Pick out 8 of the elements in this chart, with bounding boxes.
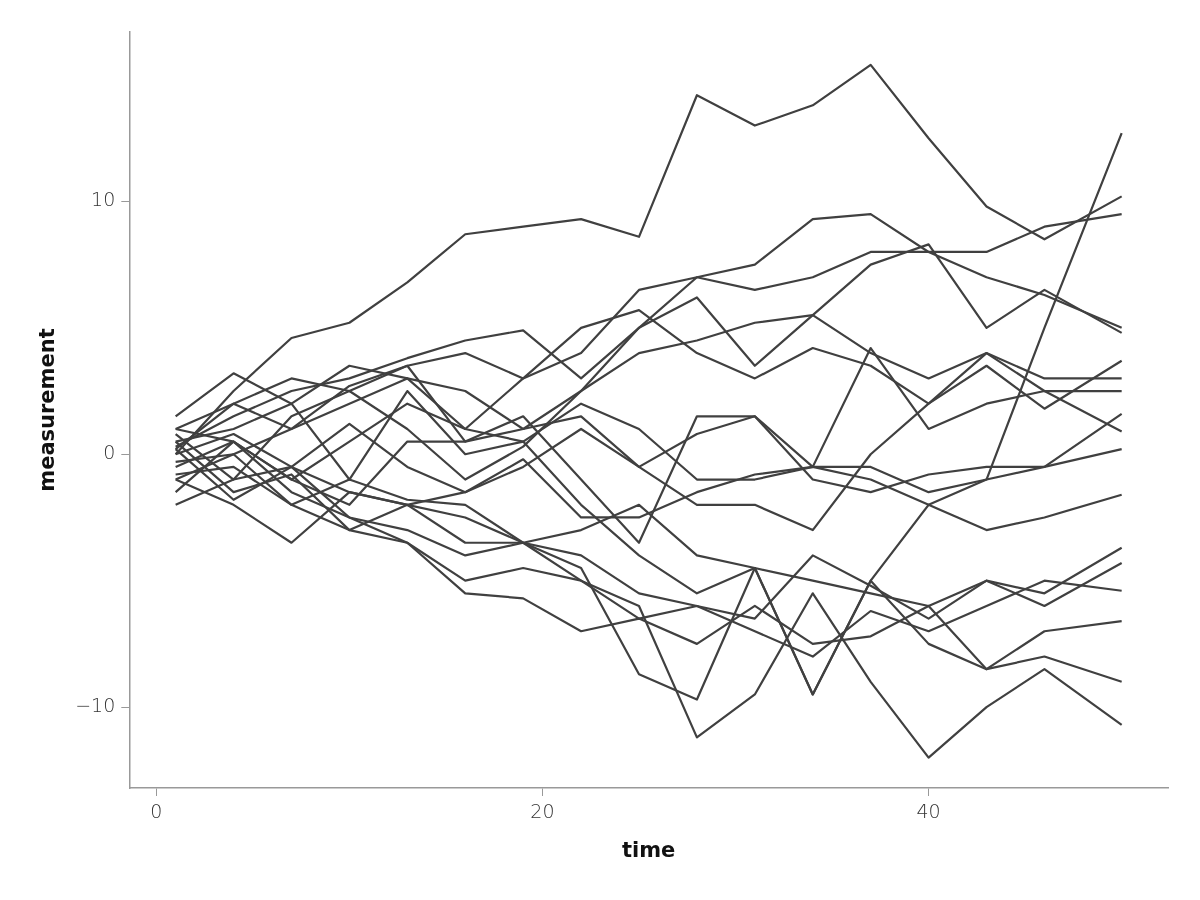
y-tick-label: 10 <box>91 188 116 211</box>
x-tick-label: 0 <box>150 800 163 823</box>
x-axis-title: time <box>621 837 676 862</box>
y-tick-label: −10 <box>75 694 116 717</box>
y-tick-label: 0 <box>103 441 116 464</box>
y-axis-title: measurement <box>35 328 60 492</box>
x-tick-label: 20 <box>530 800 555 823</box>
x-tick-label: 40 <box>916 800 941 823</box>
